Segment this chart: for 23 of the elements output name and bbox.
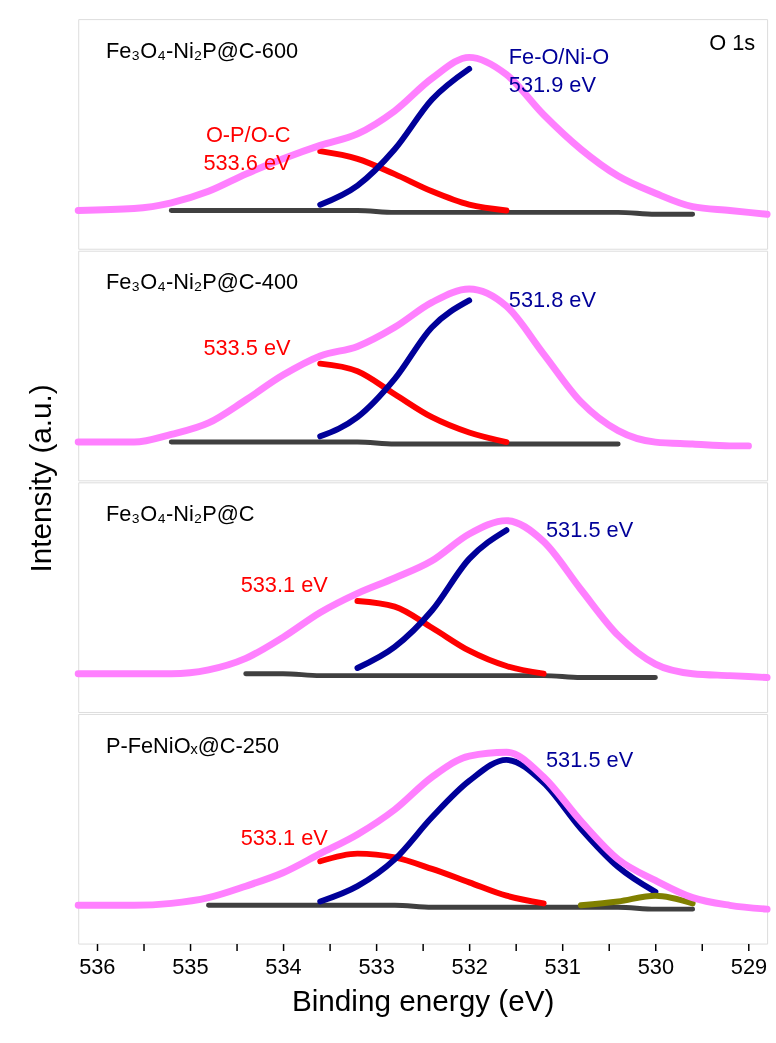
annotation: 533.5 eV — [203, 334, 292, 360]
chart-title: Fe₃O₄-Ni₂P@C-600 — [105, 37, 299, 63]
annotation: 531.5 eV — [546, 517, 634, 543]
x-tick-label: 531 — [544, 953, 581, 979]
chart-title: Fe₃O₄-Ni₂P@C — [105, 500, 255, 526]
x-tick-label: 534 — [265, 953, 302, 979]
text: O 1s — [709, 29, 756, 55]
chart-title: P-FeNiOₓ@C-250 — [105, 732, 280, 758]
chart-title: Fe₃O₄-Ni₂P@C-400 — [105, 269, 299, 295]
annotation: Fe-O/Ni-O 531.9 eV — [508, 43, 610, 97]
x-tick-label: 535 — [172, 953, 209, 979]
y-axis-title: Intensity (a.u.) — [24, 384, 58, 573]
annotation: 531.8 eV — [508, 287, 597, 313]
x-axis-title: Binding energy (eV) — [291, 984, 555, 1018]
x-tick-label: 532 — [451, 953, 488, 979]
x-tick-label: 536 — [79, 953, 116, 979]
x-tick-label: 529 — [730, 953, 768, 979]
annotation: 533.1 eV — [240, 824, 329, 850]
x-tick-label: 533 — [358, 953, 395, 979]
x-tick-label: 530 — [637, 953, 675, 979]
annotation: 531.5 eV — [546, 746, 634, 772]
annotation: 533.1 eV — [240, 572, 329, 598]
annotation: O-P/O-C 533.6 eV — [203, 122, 292, 175]
